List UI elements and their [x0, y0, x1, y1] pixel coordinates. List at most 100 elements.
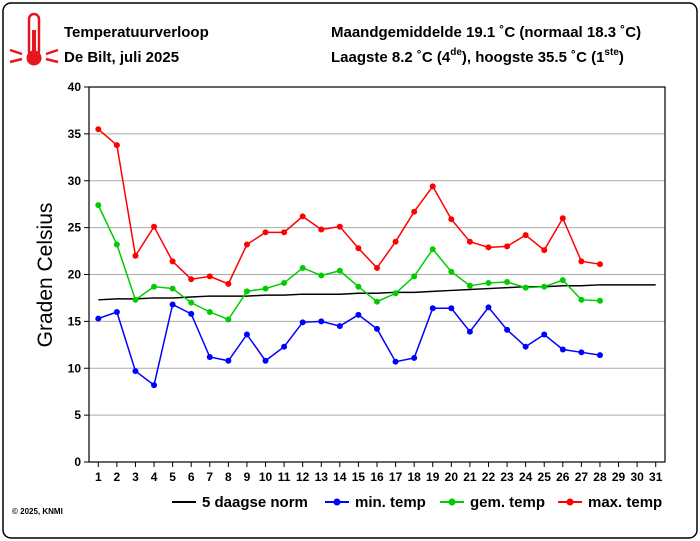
legend-marker — [448, 498, 456, 506]
data-point — [281, 229, 288, 236]
data-point — [411, 354, 418, 361]
data-point — [243, 241, 250, 248]
data-point — [299, 319, 306, 326]
y-tick-label: 20 — [68, 268, 82, 282]
y-tick-label: 10 — [68, 361, 82, 375]
data-point — [225, 357, 232, 364]
x-tick-label: 5 — [169, 470, 176, 484]
legend-label: 5 daagse norm — [202, 494, 308, 511]
y-tick-label: 35 — [68, 127, 82, 141]
x-tick-label: 7 — [206, 470, 213, 484]
data-point — [559, 277, 566, 284]
data-point — [522, 343, 529, 350]
data-point — [559, 215, 566, 222]
x-tick-label: 30 — [630, 470, 644, 484]
x-tick-label: 6 — [188, 470, 195, 484]
data-point — [95, 315, 102, 322]
data-point — [188, 276, 195, 283]
data-point — [336, 223, 343, 230]
data-point — [206, 309, 213, 315]
legend-marker — [566, 498, 574, 506]
x-tick-label: 23 — [500, 470, 514, 484]
data-point — [374, 264, 380, 271]
y-tick-label: 30 — [68, 174, 82, 188]
title: Temperatuurverloop — [64, 24, 209, 41]
summary-sup: ste — [604, 47, 619, 58]
data-point — [485, 279, 492, 286]
data-point — [448, 268, 455, 275]
x-tick-label: 29 — [612, 470, 626, 484]
data-point — [429, 305, 436, 312]
x-tick-label: 14 — [333, 470, 347, 484]
subtitle: De Bilt, juli 2025 — [64, 49, 179, 66]
data-point — [132, 252, 139, 259]
x-tick-label: 15 — [352, 470, 366, 484]
data-point — [355, 283, 362, 290]
summary: Laagste 8.2 ˚C (4de), hoogste 35.5 ˚C (1… — [331, 47, 624, 66]
data-point — [95, 126, 102, 133]
x-tick-label: 19 — [426, 470, 440, 484]
data-point — [169, 301, 176, 308]
x-tick-label: 16 — [370, 470, 384, 484]
data-point — [578, 258, 585, 265]
data-point — [151, 223, 158, 230]
data-point — [541, 331, 548, 338]
data-point — [113, 142, 120, 149]
data-point — [95, 202, 102, 209]
x-tick-label: 3 — [132, 470, 139, 484]
data-point — [392, 358, 399, 365]
data-point — [243, 288, 250, 295]
data-point — [596, 297, 603, 304]
x-tick-label: 17 — [389, 470, 403, 484]
x-tick-label: 13 — [315, 470, 329, 484]
data-point — [169, 258, 176, 265]
data-point — [188, 299, 195, 306]
data-point — [336, 267, 343, 274]
data-point — [355, 311, 362, 318]
data-point — [392, 290, 399, 297]
data-point — [504, 279, 511, 285]
x-tick-label: 27 — [575, 470, 589, 484]
data-point — [504, 326, 511, 333]
data-point — [262, 285, 269, 292]
data-point — [448, 305, 455, 312]
series-line — [98, 303, 601, 387]
legend-label: gem. temp — [470, 494, 545, 511]
x-tick-label: 1 — [95, 470, 102, 484]
data-point — [466, 282, 473, 289]
summary-part: ) — [619, 49, 624, 66]
x-tick-label: 21 — [463, 470, 477, 484]
footer: © 2025, KNMI — [12, 507, 63, 516]
x-tick-label: 18 — [407, 470, 421, 484]
x-tick-label: 24 — [519, 470, 533, 484]
x-tick-label: 20 — [445, 470, 459, 484]
data-point — [411, 273, 418, 280]
data-point — [541, 283, 548, 290]
thermometer-icon — [9, 12, 59, 66]
data-point — [429, 246, 436, 253]
data-point — [392, 238, 399, 245]
data-point — [262, 229, 269, 236]
data-point — [206, 273, 213, 280]
data-point — [596, 352, 603, 359]
data-point — [374, 298, 380, 305]
data-point — [318, 272, 325, 279]
x-tick-label: 12 — [296, 470, 310, 484]
x-tick-label: 10 — [259, 470, 273, 484]
x-tick-label: 9 — [244, 470, 251, 484]
data-point — [355, 245, 362, 252]
x-tick-label: 28 — [593, 470, 607, 484]
plot-frame — [88, 86, 666, 463]
data-point — [243, 331, 250, 338]
y-tick-label: 40 — [68, 80, 82, 94]
data-point — [113, 241, 120, 248]
x-tick-label: 8 — [225, 470, 232, 484]
x-tick-label: 26 — [556, 470, 570, 484]
summary-part: ), hoogste 35.5 ˚C (1 — [462, 49, 605, 66]
series-line — [98, 284, 656, 301]
data-point — [374, 325, 380, 332]
data-point — [578, 349, 585, 356]
legend-label: max. temp — [588, 494, 662, 511]
x-tick-label: 22 — [482, 470, 496, 484]
